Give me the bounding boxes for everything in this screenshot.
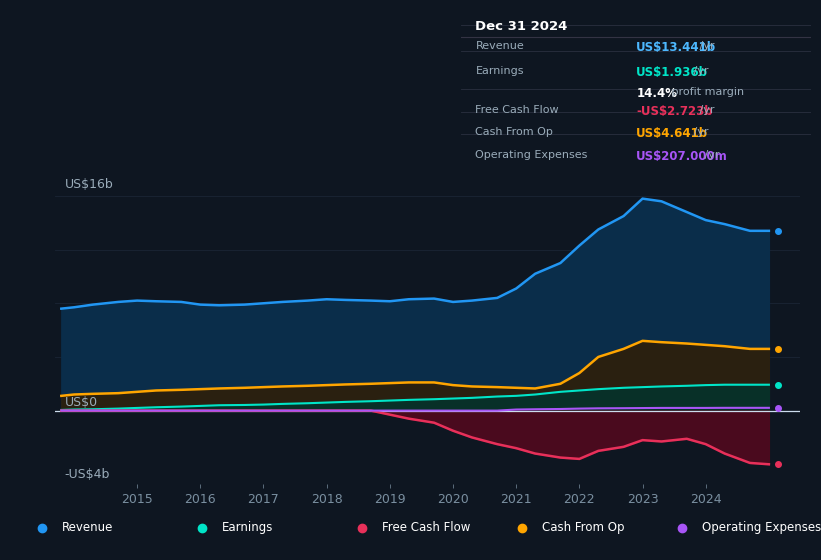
Text: Cash From Op: Cash From Op [475, 128, 553, 137]
Text: Earnings: Earnings [222, 521, 273, 534]
Text: -US$2.723b: -US$2.723b [636, 105, 713, 118]
Text: US$0: US$0 [65, 395, 98, 409]
Text: Earnings: Earnings [475, 66, 524, 76]
Text: /yr: /yr [695, 105, 714, 115]
Text: -US$4b: -US$4b [65, 468, 110, 481]
Text: Free Cash Flow: Free Cash Flow [382, 521, 470, 534]
Text: /yr: /yr [690, 128, 709, 137]
Text: US$13.441b: US$13.441b [636, 40, 717, 54]
Text: Free Cash Flow: Free Cash Flow [475, 105, 559, 115]
Text: /yr: /yr [690, 66, 709, 76]
Text: Operating Expenses: Operating Expenses [475, 150, 588, 160]
Text: Cash From Op: Cash From Op [542, 521, 625, 534]
Text: /yr: /yr [695, 40, 714, 50]
Text: /yr: /yr [701, 150, 720, 160]
Text: Dec 31 2024: Dec 31 2024 [475, 20, 568, 34]
Text: Revenue: Revenue [475, 40, 524, 50]
Text: US$16b: US$16b [65, 178, 113, 190]
Text: US$4.641b: US$4.641b [636, 128, 709, 141]
Text: 14.4%: 14.4% [636, 87, 677, 100]
Text: Revenue: Revenue [62, 521, 113, 534]
Text: Operating Expenses: Operating Expenses [702, 521, 821, 534]
Text: US$1.936b: US$1.936b [636, 66, 709, 79]
Text: profit margin: profit margin [667, 87, 744, 97]
Text: US$207.000m: US$207.000m [636, 150, 728, 163]
